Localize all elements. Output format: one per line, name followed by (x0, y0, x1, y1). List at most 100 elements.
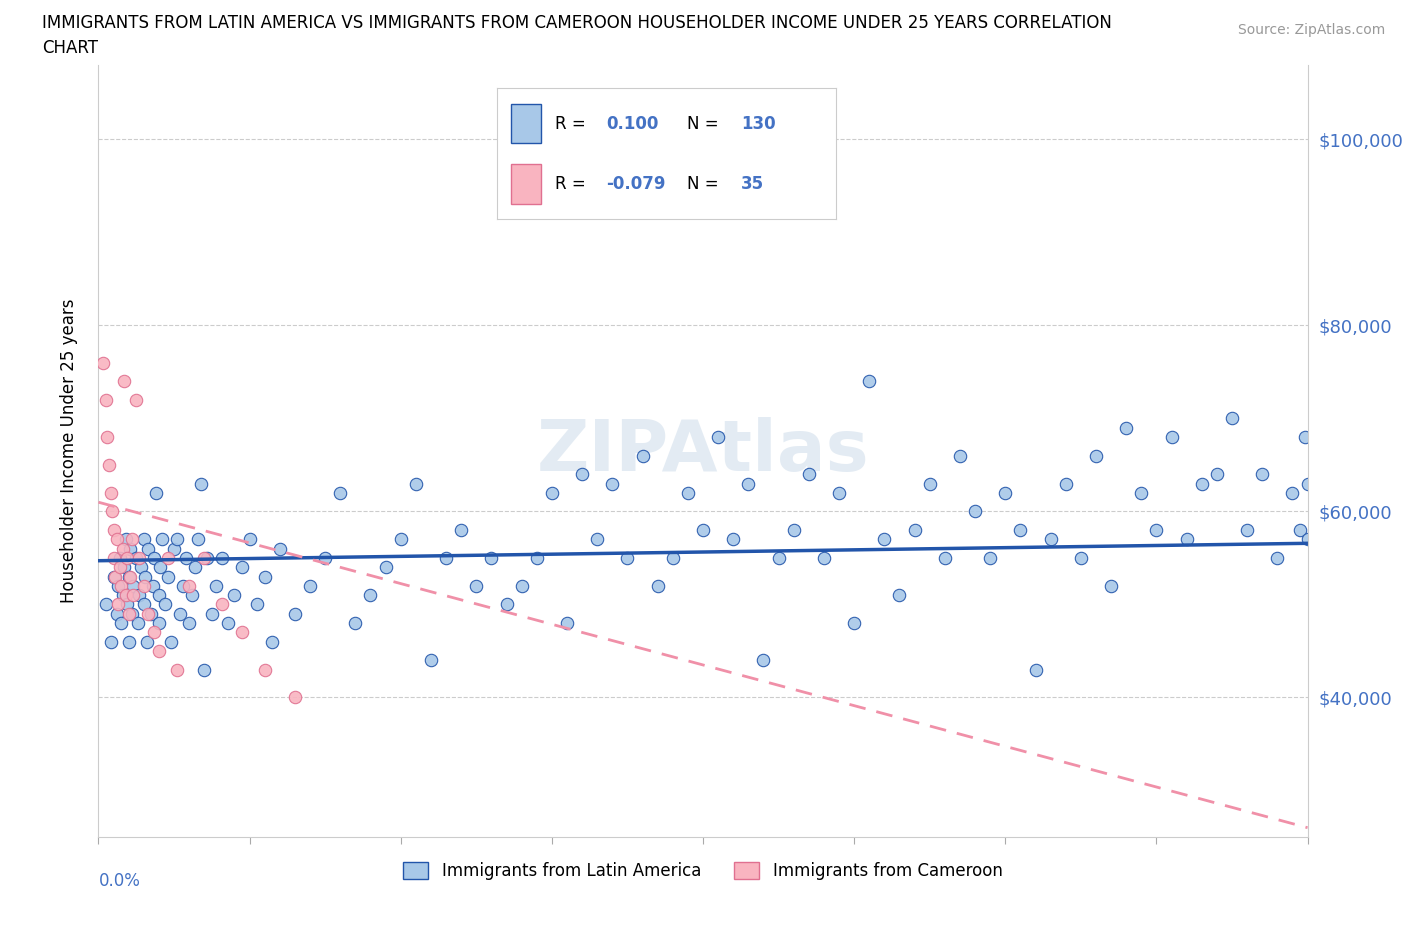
Point (103, 551, 125, 565)
Point (602, 476, 624, 491)
Point (169, 606, 191, 621)
Point (217, 616, 239, 631)
Point (114, 588, 136, 603)
Point (1206, 467, 1229, 482)
Point (111, 541, 134, 556)
Point (201, 606, 224, 621)
Text: IMMIGRANTS FROM LATIN AMERICA VS IMMIGRANTS FROM CAMEROON HOUSEHOLDER INCOME UND: IMMIGRANTS FROM LATIN AMERICA VS IMMIGRA… (42, 14, 1112, 32)
Point (211, 551, 233, 565)
Point (107, 578, 129, 593)
Point (1236, 523, 1258, 538)
Point (299, 578, 322, 593)
Point (1296, 476, 1319, 491)
Point (571, 467, 593, 482)
Point (128, 551, 150, 565)
Point (661, 551, 683, 565)
Point (1160, 430, 1182, 445)
Point (1251, 467, 1274, 482)
Point (166, 532, 188, 547)
Point (107, 597, 129, 612)
Legend: Immigrants from Latin America, Immigrants from Cameroon: Immigrants from Latin America, Immigrant… (396, 855, 1010, 886)
Point (122, 578, 145, 593)
Point (120, 541, 142, 556)
Point (360, 588, 382, 603)
Point (149, 560, 172, 575)
Point (481, 551, 503, 565)
Point (510, 578, 533, 593)
Point (145, 485, 167, 500)
Point (114, 532, 136, 547)
Point (103, 569, 125, 584)
Point (858, 374, 880, 389)
Text: CHART: CHART (42, 39, 98, 57)
Point (136, 541, 159, 556)
Point (163, 541, 186, 556)
Point (934, 551, 956, 565)
Point (389, 532, 412, 547)
Point (873, 532, 896, 547)
Point (187, 532, 209, 547)
Point (110, 616, 132, 631)
Point (797, 467, 820, 482)
Point (253, 662, 276, 677)
Point (101, 504, 124, 519)
Point (96, 430, 118, 445)
Point (136, 606, 159, 621)
Point (118, 569, 141, 584)
Point (1115, 420, 1137, 435)
Point (1144, 523, 1167, 538)
Point (616, 551, 638, 565)
Point (224, 588, 246, 603)
Point (1024, 662, 1046, 677)
Point (314, 551, 336, 565)
Point (112, 560, 135, 575)
Point (889, 588, 911, 603)
Point (904, 523, 927, 538)
Point (284, 606, 307, 621)
Point (132, 597, 155, 612)
Point (103, 523, 125, 538)
Point (153, 597, 176, 612)
Point (994, 485, 1017, 500)
Point (813, 551, 835, 565)
Point (134, 569, 156, 584)
Point (246, 597, 269, 612)
Point (129, 560, 152, 575)
Point (125, 551, 148, 565)
Point (949, 448, 972, 463)
Point (193, 662, 215, 677)
Point (1267, 551, 1289, 565)
Point (172, 578, 194, 593)
Point (262, 634, 284, 649)
Point (1191, 476, 1213, 491)
Point (211, 597, 233, 612)
Point (122, 588, 145, 603)
Point (420, 653, 443, 668)
Point (135, 634, 157, 649)
Point (1289, 523, 1312, 538)
Point (132, 578, 155, 593)
Point (141, 606, 163, 621)
Point (692, 523, 714, 538)
Point (374, 560, 396, 575)
Point (828, 485, 851, 500)
Point (231, 560, 253, 575)
Point (495, 597, 517, 612)
Point (205, 578, 228, 593)
Point (127, 616, 149, 631)
Point (108, 551, 131, 565)
Point (540, 485, 562, 500)
Point (156, 569, 179, 584)
Point (150, 532, 173, 547)
Point (1070, 551, 1092, 565)
Point (120, 569, 142, 584)
Point (707, 430, 730, 445)
Point (128, 588, 150, 603)
Point (405, 476, 427, 491)
Point (148, 588, 170, 603)
Point (450, 523, 472, 538)
Text: 0.0%: 0.0% (98, 871, 141, 890)
Point (104, 569, 127, 584)
Point (148, 644, 170, 658)
Point (190, 476, 212, 491)
